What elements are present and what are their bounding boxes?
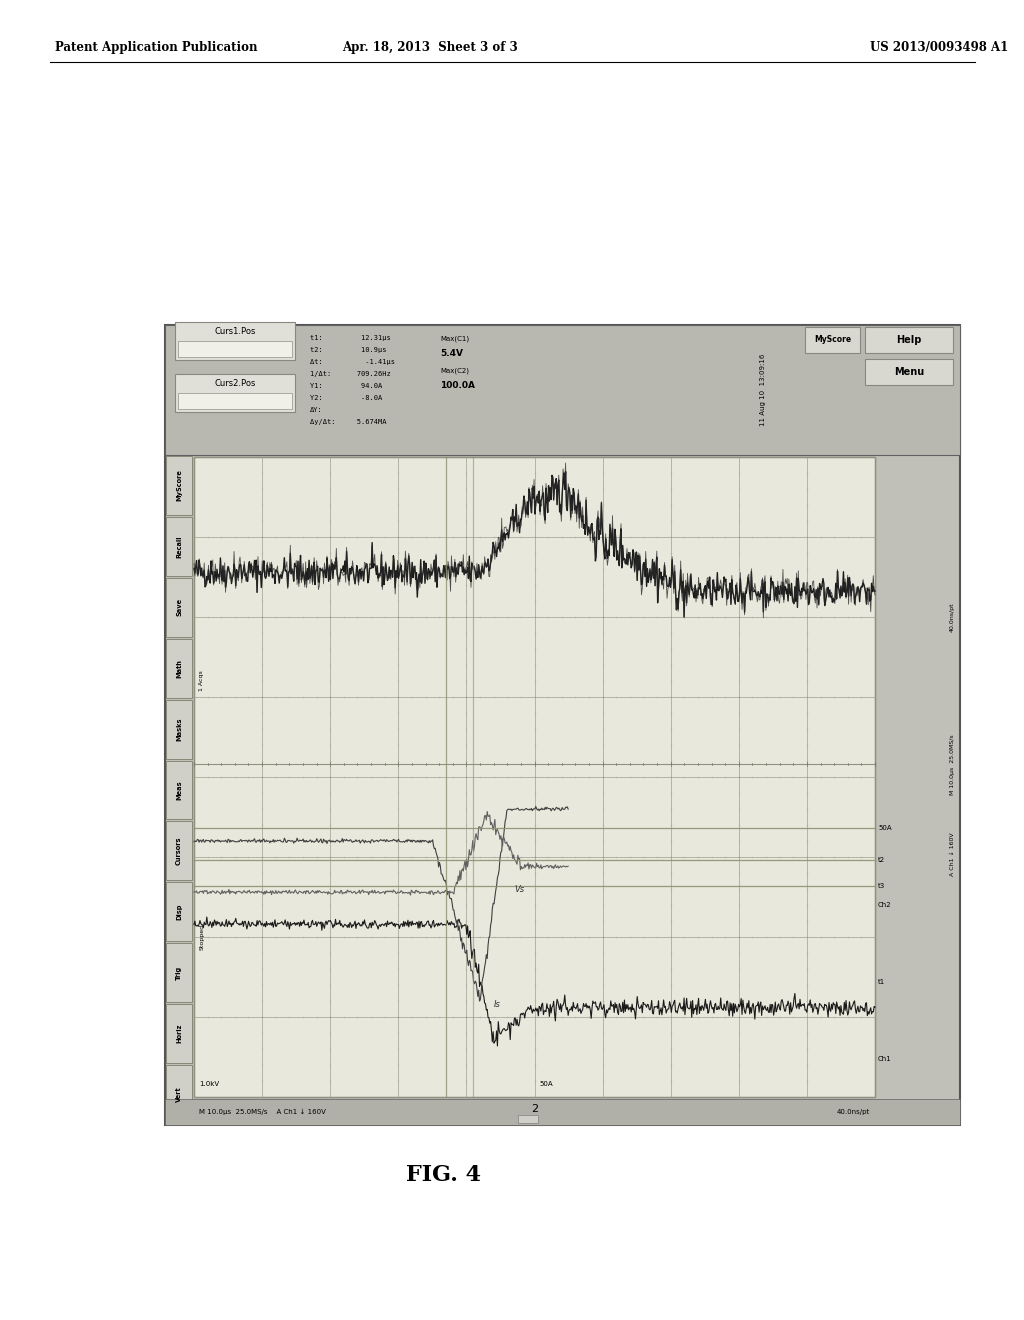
Bar: [166, 1005, 193, 1063]
Text: 50A: 50A: [540, 1081, 553, 1086]
Bar: [166, 882, 193, 941]
Text: Masks: Masks: [176, 717, 182, 741]
Bar: [165, 325, 961, 1125]
Text: t3: t3: [878, 883, 886, 888]
Bar: [518, 1115, 538, 1123]
Text: 1 Acqs: 1 Acqs: [200, 671, 205, 692]
Text: Vert: Vert: [176, 1086, 182, 1102]
Text: 50A: 50A: [878, 825, 892, 832]
Text: 40.0ns/pt: 40.0ns/pt: [950, 602, 955, 632]
Bar: [166, 639, 193, 698]
Text: Y2:         -8.0A: Y2: -8.0A: [310, 395, 382, 401]
Text: ΔY:: ΔY:: [310, 407, 323, 413]
Text: Save: Save: [176, 598, 182, 616]
Text: Recall: Recall: [176, 535, 182, 557]
Text: Horiz: Horiz: [176, 1024, 182, 1043]
Bar: [175, 322, 295, 360]
Bar: [166, 455, 193, 515]
Bar: [166, 1065, 193, 1125]
Text: FIG. 4: FIG. 4: [406, 1164, 480, 1185]
Text: Vs: Vs: [514, 886, 524, 894]
Text: Is: Is: [494, 1001, 501, 1010]
Text: Patent Application Publication: Patent Application Publication: [55, 41, 257, 54]
Text: Max(C2): Max(C2): [440, 367, 469, 374]
Bar: [165, 1100, 961, 1125]
Text: 2: 2: [530, 1104, 538, 1114]
Text: t2:         10.9μs: t2: 10.9μs: [310, 347, 386, 352]
Text: MyScore: MyScore: [176, 470, 182, 502]
Bar: [178, 393, 292, 409]
Text: Stopped: Stopped: [200, 924, 205, 950]
Text: Menu: Menu: [894, 367, 924, 378]
Text: Y1:         94.0A: Y1: 94.0A: [310, 383, 382, 389]
Text: t1:         12.31μs: t1: 12.31μs: [310, 335, 391, 341]
Text: Help: Help: [896, 335, 922, 345]
Bar: [194, 457, 874, 1097]
Text: Ch1: Ch1: [878, 1056, 892, 1061]
Text: 11 Aug 10  13:09:16: 11 Aug 10 13:09:16: [760, 354, 766, 426]
Text: t2: t2: [878, 857, 885, 863]
Text: A Ch1 ↓ 160V: A Ch1 ↓ 160V: [950, 832, 955, 875]
Text: Δy/Δt:     5.674MA: Δy/Δt: 5.674MA: [310, 418, 386, 425]
Text: Trig: Trig: [176, 966, 182, 979]
Text: Disp: Disp: [176, 904, 182, 920]
Text: Apr. 18, 2013  Sheet 3 of 3: Apr. 18, 2013 Sheet 3 of 3: [342, 41, 518, 54]
Text: Curs1.Pos: Curs1.Pos: [214, 327, 256, 337]
Bar: [166, 821, 193, 880]
Text: 40.0ns/pt: 40.0ns/pt: [837, 1109, 870, 1115]
Text: Δt:          -1.41μs: Δt: -1.41μs: [310, 359, 395, 366]
Text: M 10.0μs  25.0MS/s    A Ch1 ↓ 160V: M 10.0μs 25.0MS/s A Ch1 ↓ 160V: [199, 1109, 326, 1115]
Text: Max(C1): Max(C1): [440, 335, 469, 342]
Bar: [165, 325, 961, 455]
Text: M 10.0μs  25.0MS/s: M 10.0μs 25.0MS/s: [950, 734, 955, 795]
Bar: [166, 700, 193, 759]
Bar: [166, 517, 193, 576]
Bar: [175, 374, 295, 412]
Text: Cursors: Cursors: [176, 837, 182, 865]
Text: MyScore: MyScore: [814, 335, 851, 345]
Text: Ch2: Ch2: [878, 902, 892, 908]
Text: t1: t1: [878, 979, 886, 985]
Text: 1.0kV: 1.0kV: [199, 1081, 219, 1086]
Text: Meas: Meas: [176, 780, 182, 800]
Text: Curs2.Pos: Curs2.Pos: [214, 380, 256, 388]
Bar: [166, 944, 193, 1002]
Bar: [805, 327, 860, 352]
Bar: [166, 760, 193, 820]
Text: 100.0A: 100.0A: [440, 381, 475, 389]
Text: US 2013/0093498 A1: US 2013/0093498 A1: [870, 41, 1009, 54]
Text: 5.4V: 5.4V: [440, 348, 463, 358]
Bar: [166, 578, 193, 636]
Text: Math: Math: [176, 659, 182, 677]
Text: 1/Δt:      709.26Hz: 1/Δt: 709.26Hz: [310, 371, 391, 378]
Bar: [865, 327, 953, 352]
Bar: [865, 359, 953, 385]
Bar: [178, 341, 292, 356]
